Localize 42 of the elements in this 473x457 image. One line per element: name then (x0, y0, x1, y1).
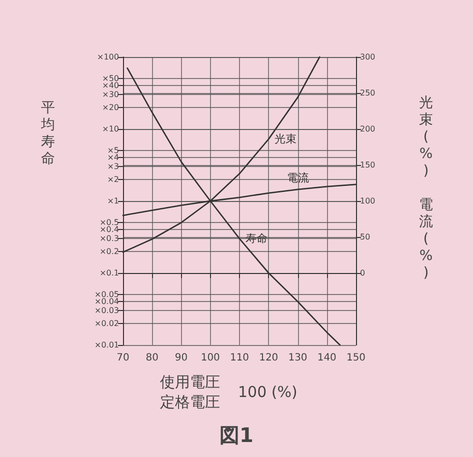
x-tick-label: 80 (146, 352, 158, 364)
x-tick-label: 120 (259, 352, 278, 364)
y-tick-label: ×0.5 (100, 218, 119, 228)
text: 図1 (220, 423, 254, 447)
y-tick-label: ×0.05 (94, 290, 119, 300)
y-axis-title: 平均寿命 (40, 100, 56, 168)
x-tick-label: 150 (346, 352, 366, 364)
x-tick-label: 140 (317, 352, 336, 364)
series-label: 光束 (274, 132, 297, 146)
y-tick-label: ×30 (102, 90, 119, 100)
y-tick-label: ×1 (107, 196, 119, 206)
y2-tick-label: 250 (360, 88, 376, 98)
y-tick-label: ×0.03 (94, 306, 119, 316)
y-tick-label: ×0.04 (94, 297, 119, 306)
y-tick-label: ×0.1 (100, 268, 119, 278)
y2-tick-label: 100 (360, 196, 376, 206)
text: 使用電圧定格電圧 100 (%) (160, 373, 298, 411)
y-tick-label: ×10 (102, 124, 119, 134)
x-tick-label: 110 (230, 352, 250, 364)
y-tick-label: ×0.4 (100, 225, 119, 234)
y-tick-label: ×40 (102, 81, 119, 90)
y-tick-label: ×4 (107, 153, 119, 162)
y-tick-label: ×20 (102, 102, 119, 112)
y2-tick-label: 0 (360, 268, 366, 278)
y2-tick-label: 50 (360, 232, 370, 242)
y2-tick-label: 300 (360, 52, 376, 62)
x-tick-label: 130 (288, 352, 308, 364)
x-tick-label: 70 (116, 352, 130, 364)
y-tick-label: ×2 (107, 174, 119, 184)
y2-tick-label: 200 (360, 124, 376, 134)
y-tick-label: ×50 (102, 74, 119, 84)
y2-tick-label: 150 (360, 160, 376, 170)
x-tick-label: 90 (174, 352, 188, 364)
y-tick-label: ×0.02 (94, 318, 119, 328)
y-tick-label: ×0.2 (100, 246, 119, 256)
y-tick-label: ×3 (107, 162, 119, 172)
y-tick-label: ×0.01 (94, 340, 119, 350)
y-tick-label: ×5 (107, 146, 119, 156)
text: 光束(%) 電流(%) (419, 95, 433, 281)
y-tick-label: ×100 (97, 52, 119, 62)
x-tick-label: 100 (200, 352, 220, 364)
y-tick-label: ×0.3 (100, 234, 119, 244)
